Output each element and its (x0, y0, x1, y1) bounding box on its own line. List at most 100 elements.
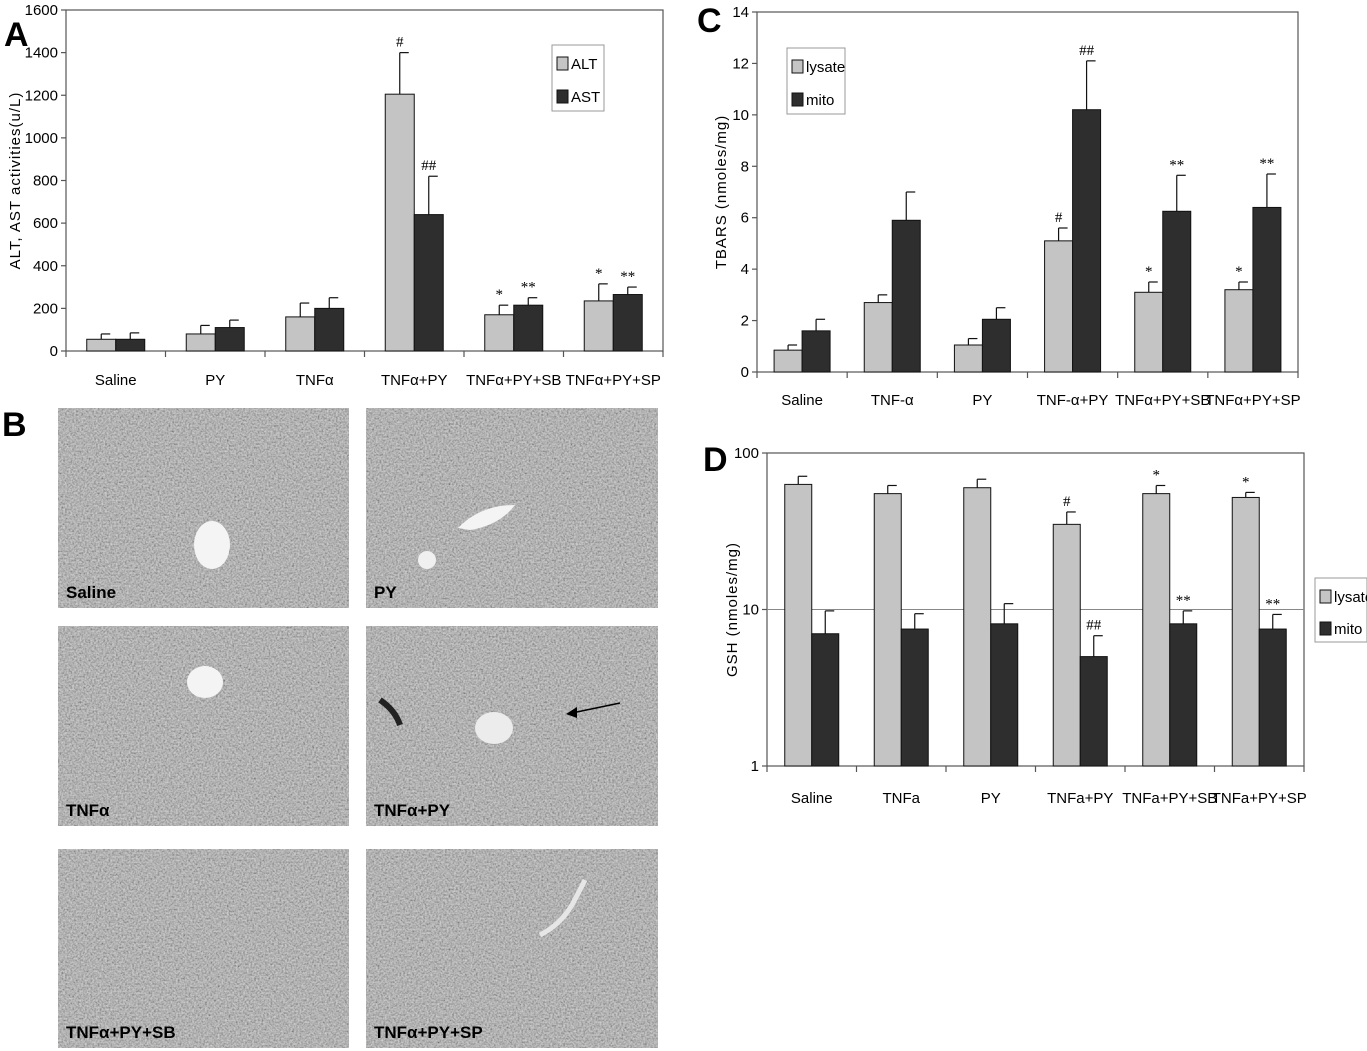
vessel-lumen (418, 551, 436, 569)
bar-lysate (963, 487, 992, 767)
vessel-lumen (475, 712, 513, 744)
bar-ast (115, 338, 146, 352)
micrograph-label: TNFα+PY (374, 801, 451, 820)
chart-c-tbars: 0 2 4 6 8 10 12 14 TBARS (nmoles/mg) Saline TNF-α P… (713, 4, 1301, 409)
significance-mark: ## (421, 158, 437, 174)
significance-mark: ** (620, 269, 635, 285)
legend-entry: ALT (571, 56, 597, 73)
bar-mito (1169, 623, 1198, 767)
y-tick-label: 4 (741, 261, 749, 278)
y-tick-label: 200 (33, 300, 58, 317)
y-tick-label: 2 (741, 313, 749, 330)
tissue-fold (378, 697, 403, 727)
y-tick-label: 800 (33, 173, 58, 190)
bar-mito (990, 623, 1019, 767)
micrograph-label: TNFα+PY+SB (66, 1023, 176, 1042)
significance-mark: * (1153, 467, 1161, 483)
category-label: TNFa+PY (1047, 790, 1113, 807)
bar-mito (900, 628, 929, 767)
bar-lysate (1134, 291, 1164, 373)
arrow-head (566, 707, 577, 718)
legend: ALT AST (551, 44, 605, 112)
significance-mark: # (1055, 210, 1063, 226)
micrograph-texture (58, 408, 349, 608)
bar-lysate (773, 349, 803, 373)
legend-entry: AST (571, 89, 600, 106)
y-tick-label: 1 (751, 758, 759, 775)
y-tick-label: 14 (732, 4, 749, 21)
micrograph-label: Saline (66, 583, 116, 602)
y-axis-label: GSH (nmoles/mg) (724, 542, 741, 677)
panel-label-b: B (2, 406, 27, 444)
category-label: TNFa+PY+SB (1122, 790, 1217, 807)
significance-mark: ** (1176, 593, 1191, 609)
significance-mark: * (496, 287, 504, 303)
micrograph-label: PY (374, 583, 397, 602)
category-label: PY (981, 790, 1001, 807)
panel-label-a: A (4, 16, 29, 54)
y-tick-label: 0 (741, 364, 749, 381)
significance-mark: * (595, 266, 603, 282)
micrograph-label: TNFα (66, 801, 110, 820)
category-label: PY (205, 372, 225, 389)
category-label: TNFα+PY+SP (566, 372, 661, 389)
panel-label-c: C (697, 2, 722, 40)
bar-ast (413, 214, 444, 352)
arrow-line (571, 702, 621, 714)
category-label: TNFα (296, 372, 334, 389)
y-axis-label: TBARS (nmoles/mg) (713, 115, 730, 270)
bar-mito (981, 318, 1011, 373)
significance-mark: ** (1265, 596, 1280, 612)
legend-entry: mito (1334, 621, 1362, 638)
y-tick-label: 8 (741, 158, 749, 175)
bar-lysate (784, 483, 813, 767)
micrograph-tile: Saline (58, 408, 349, 608)
y-tick-label: 0 (50, 343, 58, 360)
bar-lysate (863, 302, 893, 373)
significance-mark: * (1242, 474, 1250, 490)
bar-mito (801, 330, 831, 373)
bar-mito (811, 633, 840, 767)
significance-mark: # (396, 35, 404, 51)
micrograph-texture (366, 849, 658, 1048)
category-label: TNFα+PY+SB (1115, 392, 1210, 409)
bar-alt (86, 338, 117, 352)
bar-lysate (1044, 240, 1074, 373)
legend-swatch (1319, 621, 1332, 636)
y-tick-label: 100 (734, 445, 759, 462)
bar-lysate (1224, 289, 1254, 373)
bar-lysate (953, 344, 983, 373)
y-tick-label: 600 (33, 215, 58, 232)
bar-ast (214, 327, 245, 352)
significance-mark: # (1063, 494, 1071, 510)
chart-a-alt-ast: 0 200 400 600 800 1000 1200 1400 1600 ALT, AST ac… (7, 2, 664, 389)
panel-label-d: D (703, 441, 728, 479)
bar-lysate (873, 493, 902, 767)
significance-mark: ** (1259, 156, 1274, 172)
y-tick-label: 6 (741, 210, 749, 227)
bar-alt (484, 314, 515, 352)
bar-mito (1252, 206, 1282, 373)
legend-swatch (556, 89, 569, 104)
micrograph-texture (58, 626, 349, 826)
bar-ast (314, 307, 345, 352)
category-label: PY (972, 392, 992, 409)
micrograph-label: TNFα+PY+SP (374, 1023, 483, 1042)
legend-entry: lysate (806, 59, 845, 76)
y-tick-label: 400 (33, 258, 58, 275)
category-label: Saline (95, 372, 137, 389)
y-tick-label: 1400 (25, 45, 58, 62)
significance-mark: ** (1169, 157, 1184, 173)
significance-mark: * (1235, 264, 1243, 280)
bar-lysate (1052, 523, 1081, 767)
vessel-lumen (187, 666, 223, 698)
micrograph-texture (58, 849, 349, 1048)
significance-mark: ## (1086, 618, 1102, 634)
legend-swatch (791, 92, 804, 107)
micrograph-grid: Saline PY TNFα TNFα+PY TNFα+PY+SB TNFα+PY+SP (58, 408, 658, 1048)
category-label: TNFa+PY+SP (1212, 790, 1307, 807)
significance-mark: * (1145, 264, 1153, 280)
vessel-lumen (538, 878, 588, 938)
y-tick-label: 10 (732, 107, 749, 124)
significance-mark: ** (521, 280, 536, 296)
